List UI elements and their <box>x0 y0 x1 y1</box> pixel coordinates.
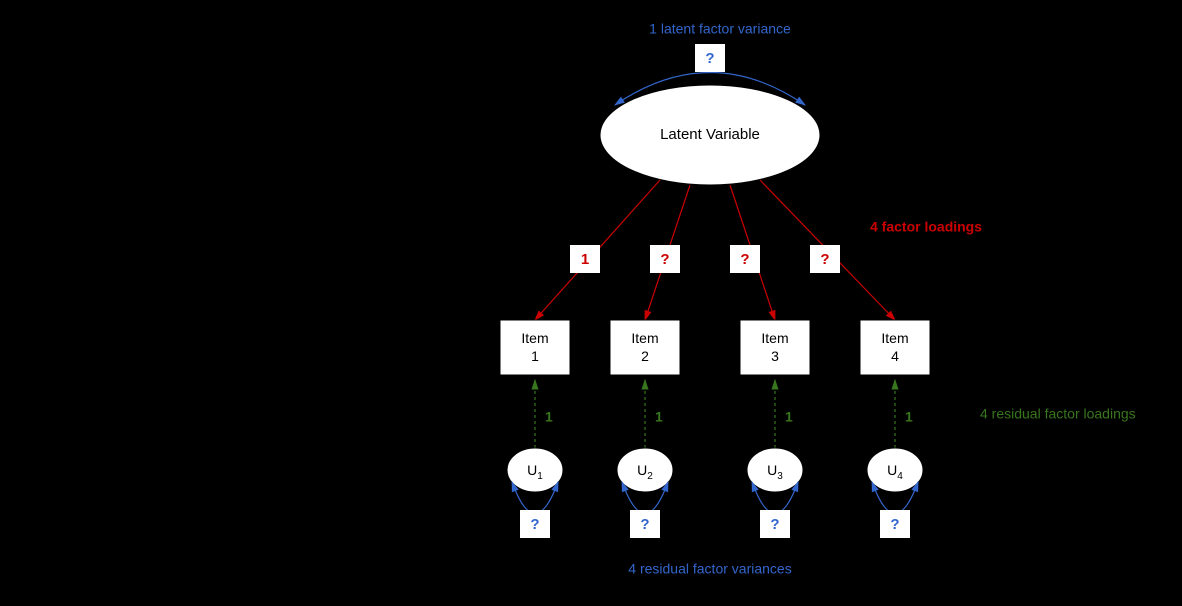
item-label: Item <box>761 330 788 346</box>
item-number: 1 <box>531 348 539 364</box>
residual-variance-value: ? <box>530 516 539 533</box>
residual-loading-value: 1 <box>785 409 793 425</box>
latent-variance-section-label: 1 latent factor variance <box>649 21 791 37</box>
item-number: 2 <box>641 348 649 364</box>
item-number: 4 <box>891 348 899 364</box>
residual-loading-value: 1 <box>655 409 663 425</box>
factor-loading-value: ? <box>740 251 749 268</box>
item-label: Item <box>521 330 548 346</box>
latent-variable-label: Latent Variable <box>660 126 760 143</box>
residual-variances-section-label: 4 residual factor variances <box>628 561 791 577</box>
cfa-path-diagram: Latent Variable? 1 latent factor variance… <box>0 0 1182 606</box>
residual-variance-value: ? <box>890 516 899 533</box>
residual-variance-value: ? <box>770 516 779 533</box>
factor-loadings-section-label: 4 factor loadings <box>870 219 982 235</box>
residual-variance-value: ? <box>640 516 649 533</box>
factor-loading-value: 1 <box>581 251 589 268</box>
residual-loading-value: 1 <box>545 409 553 425</box>
item-label: Item <box>881 330 908 346</box>
item-number: 3 <box>771 348 779 364</box>
factor-loading-value: ? <box>820 251 829 268</box>
residual-loadings-section-label: 4 residual factor loadings <box>980 406 1136 422</box>
factor-loading-value: ? <box>660 251 669 268</box>
latent-variance-value: ? <box>705 50 714 67</box>
residual-loading-value: 1 <box>905 409 913 425</box>
item-label: Item <box>631 330 658 346</box>
